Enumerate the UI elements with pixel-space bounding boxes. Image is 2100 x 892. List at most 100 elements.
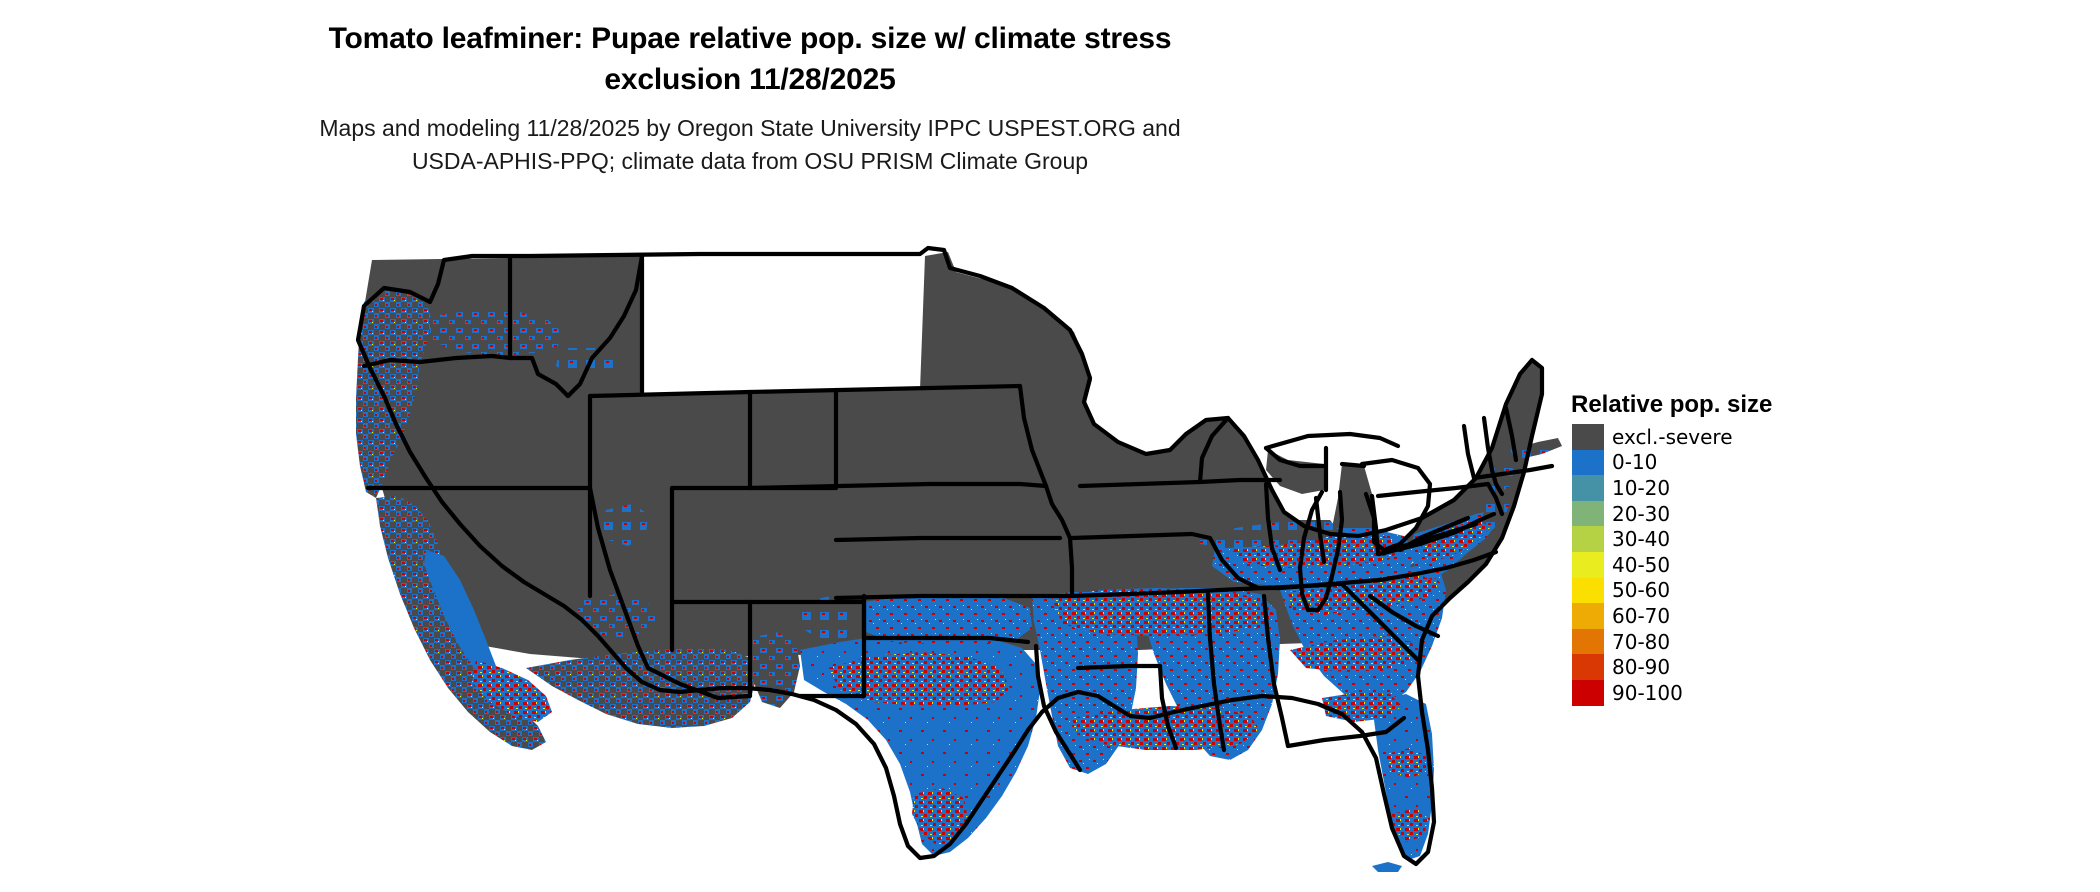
border-ok-tx-panhandle <box>861 593 1031 645</box>
zone-long-island <box>1510 438 1562 460</box>
border-al-ga <box>1261 593 1291 749</box>
zone-delmarva <box>1482 492 1510 530</box>
zone-florida-central-hotspots <box>1386 748 1426 778</box>
border-nd-sd <box>837 383 1023 393</box>
border-nc-va <box>1413 549 1499 577</box>
zone-oklahoma <box>862 594 1032 644</box>
border-il-in <box>1263 481 1283 573</box>
legend-label-10-20: 10-20 <box>1612 475 1671 500</box>
legend-item-90-100[interactable]: 90-100 <box>1572 679 1772 706</box>
michigan-outline <box>1323 445 1367 493</box>
zone-georgia-hotspots <box>1290 636 1416 672</box>
border-nv-ca <box>587 485 651 671</box>
legend-swatch-50-60 <box>1572 577 1604 604</box>
zone-desert-southwest <box>526 648 756 728</box>
border-wi-mn <box>1197 415 1231 485</box>
legend-swatch-excl-severe <box>1572 424 1604 450</box>
map-subtitle: Maps and modeling 11/28/2025 by Oregon S… <box>319 115 1181 174</box>
zone-mojave-spur <box>576 594 658 638</box>
title-block: Tomato leafminer: Pupae relative pop. si… <box>0 18 1500 178</box>
map-legend: Relative pop. size excl.-severe 0-10 10-… <box>1571 391 1773 706</box>
legend-item-40-50[interactable]: 40-50 <box>1572 551 1772 578</box>
border-ia-mo <box>1069 531 1213 541</box>
legend-swatch-60-70 <box>1572 603 1604 629</box>
us-choropleth-map <box>355 245 1562 872</box>
border-ny-vt-nh <box>1461 423 1477 481</box>
legend-label-20-30: 20-30 <box>1612 501 1671 526</box>
legend-label-90-100: 90-100 <box>1612 680 1683 705</box>
legend-label-0-10: 0-10 <box>1612 450 1658 475</box>
border-ma-ct-ri <box>1471 463 1555 481</box>
border-ga-sc-nc <box>1339 581 1421 663</box>
legend-label-80-90: 80-90 <box>1612 655 1671 680</box>
border-ny-ct <box>1489 467 1505 497</box>
border-ms-al <box>1205 591 1227 753</box>
lake-michigan-outline <box>1297 489 1345 613</box>
border-vt-nh <box>1481 415 1495 473</box>
border-ar-la <box>1075 663 1163 671</box>
legend-item-30-40[interactable]: 30-40 <box>1572 526 1772 552</box>
zone-florida-south-hotspots <box>1392 808 1428 842</box>
lake-superior-outline <box>1263 431 1401 451</box>
border-la-ms <box>1157 663 1179 751</box>
legend-swatch-80-90 <box>1572 654 1604 680</box>
zone-socal <box>472 660 552 722</box>
border-mi-wi <box>1263 445 1329 469</box>
lake-superior <box>1268 434 1398 462</box>
zone-nm-east <box>800 596 856 640</box>
legend-title: Relative pop. size <box>1571 391 1773 418</box>
zone-florida-keys <box>1372 862 1402 872</box>
legend-swatch-30-40 <box>1572 526 1604 552</box>
zone-texas-hotspots <box>828 652 1010 706</box>
legend-label-30-40: 30-40 <box>1612 527 1671 552</box>
zone-carolina-piedmont-hotspots <box>1288 572 1442 614</box>
border-oh-pa <box>1369 493 1381 557</box>
border-nj <box>1485 481 1505 517</box>
border-mn-nd-sd <box>1017 383 1049 489</box>
zone-central-valley <box>424 550 496 678</box>
legend-label-60-70: 60-70 <box>1612 603 1671 628</box>
border-mo-ar <box>1069 589 1183 599</box>
legend-swatch-20-30 <box>1572 500 1604 527</box>
border-ks-mo <box>1067 535 1075 599</box>
legend-label-40-50: 40-50 <box>1612 552 1671 577</box>
legend-item-70-80[interactable]: 70-80 <box>1572 628 1772 655</box>
zone-deep-south-hotspots <box>1052 588 1274 636</box>
legend-swatch-90-100 <box>1572 679 1604 706</box>
zone-rio-grande <box>750 632 800 708</box>
legend-label-50-60: 50-60 <box>1612 578 1671 603</box>
legend-label-70-80: 70-80 <box>1612 629 1671 654</box>
zone-willamette <box>378 344 420 460</box>
zone-utah-spur <box>600 504 648 546</box>
lake-huron-outline <box>1359 457 1433 553</box>
zone-south-texas <box>912 788 968 846</box>
legend-item-20-30[interactable]: 20-30 <box>1572 500 1772 527</box>
legend-item-50-60[interactable]: 50-60 <box>1572 577 1772 604</box>
legend-item-0-10[interactable]: 0-10 <box>1572 449 1772 476</box>
border-pa-md <box>1375 521 1479 557</box>
legend-item-80-90[interactable]: 80-90 <box>1572 654 1772 680</box>
legend-swatch-10-20 <box>1572 475 1604 501</box>
border-id-mt <box>565 253 645 399</box>
border-ne-ia <box>1043 483 1073 541</box>
border-ne-ks <box>833 535 1063 543</box>
page-title: Tomato leafminer: Pupae relative pop. si… <box>328 22 1172 96</box>
legend-item-excl-severe[interactable]: excl.-severe <box>1572 424 1772 450</box>
border-mn-ia <box>1077 479 1203 489</box>
border-wi-il <box>1197 477 1283 485</box>
legend-swatch-40-50 <box>1572 551 1604 578</box>
legend-item-60-70[interactable]: 60-70 <box>1572 603 1772 629</box>
map-boundaries <box>355 245 1555 867</box>
border-sd-ne <box>747 481 1049 491</box>
border-ks-ok <box>833 593 1073 601</box>
map-panel <box>280 198 1580 888</box>
border-wa-or <box>361 353 513 369</box>
legend-item-10-20[interactable]: 10-20 <box>1572 475 1772 501</box>
border-ga-fl <box>1285 715 1407 749</box>
legend-label-excl-severe: excl.-severe <box>1612 424 1733 449</box>
legend-swatch-70-80 <box>1572 628 1604 655</box>
zone-virginia-hotspots <box>1420 518 1492 562</box>
national-outline <box>355 245 1545 867</box>
map-infestation-layer <box>356 290 1562 872</box>
border-or-id <box>507 355 571 399</box>
